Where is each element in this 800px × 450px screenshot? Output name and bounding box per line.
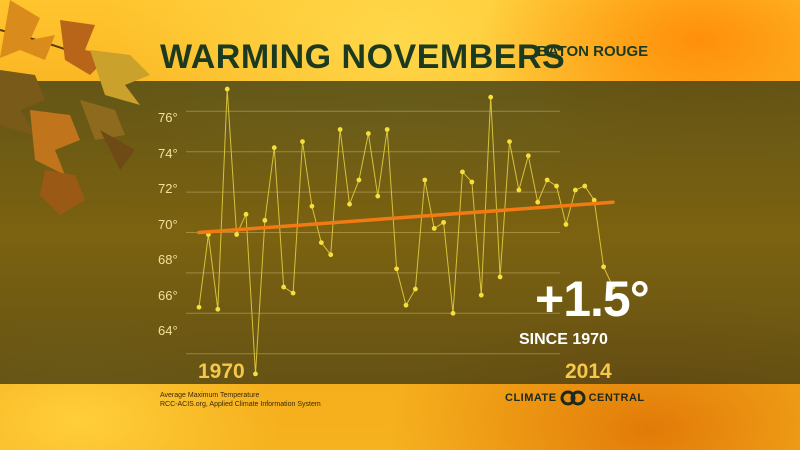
data-point <box>224 86 230 92</box>
data-point <box>328 252 334 258</box>
data-point <box>215 306 221 312</box>
data-point <box>300 139 305 145</box>
y-tick-label: 66° <box>158 288 178 303</box>
data-point <box>347 201 352 207</box>
data-point <box>281 284 287 290</box>
data-point <box>554 183 559 189</box>
data-point <box>271 145 277 151</box>
data-point <box>253 371 258 377</box>
data-point <box>497 274 503 280</box>
data-point <box>450 310 456 316</box>
data-point <box>544 177 550 183</box>
y-tick-label: 72° <box>158 181 178 196</box>
data-point <box>234 232 240 237</box>
data-point <box>591 197 597 203</box>
data-point <box>507 139 512 145</box>
source-line-1: Average Maximum Temperature <box>160 392 260 399</box>
data-point <box>196 304 202 310</box>
data-point <box>337 127 343 132</box>
cc-logo-icon <box>560 390 586 406</box>
data-point <box>563 222 569 227</box>
change-since-label: SINCE 1970 <box>519 331 608 348</box>
x-end-label: 2014 <box>565 360 612 383</box>
page-title: WARMING NOVEMBERS <box>160 38 566 76</box>
data-point <box>469 179 475 185</box>
y-tick-label: 74° <box>158 146 178 161</box>
data-point <box>516 187 522 193</box>
climate-central-logo: CLIMATE CENTRAL <box>505 390 645 406</box>
data-point <box>422 177 428 183</box>
data-point <box>375 193 381 199</box>
data-point <box>601 264 606 270</box>
data-point <box>356 177 362 183</box>
data-point <box>262 217 268 223</box>
data-point <box>535 199 541 205</box>
source-line-2: RCC-ACIS.org, Applied Climate Informatio… <box>160 401 321 408</box>
brand-left-text: CLIMATE <box>505 392 557 404</box>
data-point <box>290 290 296 296</box>
maple-leaves-image <box>0 0 150 215</box>
data-point <box>365 131 371 136</box>
data-point <box>318 240 324 246</box>
data-point <box>525 153 531 159</box>
trend-line <box>197 200 615 235</box>
location-label: BATON ROUGE <box>537 43 649 60</box>
data-point <box>582 183 588 189</box>
data-point <box>610 284 616 290</box>
data-point <box>394 266 399 272</box>
y-tick-label: 76° <box>158 110 178 125</box>
data-point <box>243 211 249 217</box>
y-tick-label: 68° <box>158 252 178 267</box>
x-start-label: 1970 <box>198 360 245 383</box>
brand-right-text: CENTRAL <box>588 392 645 404</box>
data-point <box>403 302 409 308</box>
chart-band <box>0 81 800 384</box>
data-point <box>460 169 465 175</box>
data-point <box>478 292 484 298</box>
data-point <box>431 226 437 231</box>
y-tick-label: 70° <box>158 217 178 232</box>
data-point <box>309 203 315 209</box>
data-point <box>488 94 494 100</box>
data-point <box>384 127 390 132</box>
data-point <box>413 286 418 292</box>
data-point <box>441 220 447 225</box>
y-tick-label: 64° <box>158 323 178 338</box>
change-value: +1.5° <box>535 271 650 327</box>
data-point <box>572 187 578 193</box>
